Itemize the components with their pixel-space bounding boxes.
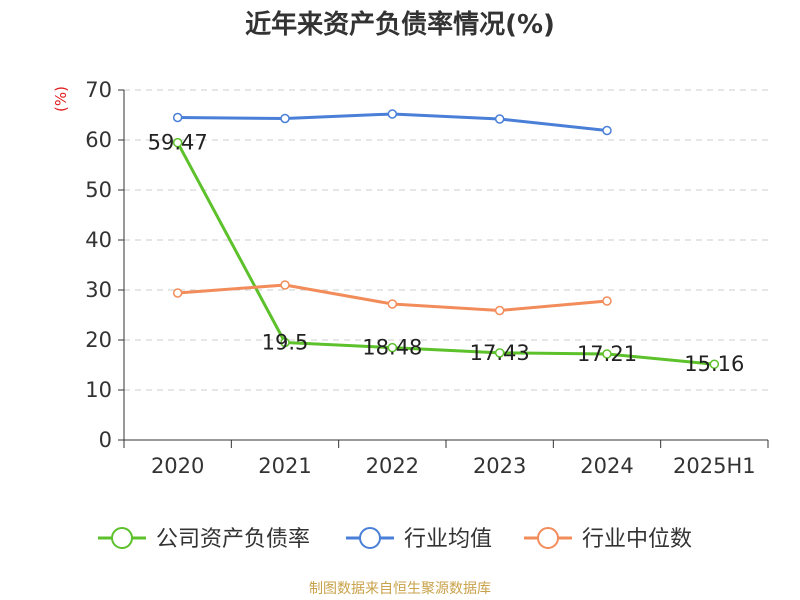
data-point xyxy=(387,299,398,309)
data-point xyxy=(602,296,612,306)
data-point xyxy=(172,112,183,123)
data-label: 59.47 xyxy=(148,131,208,155)
legend-label: 公司资产负债率 xyxy=(156,527,310,552)
x-tick-label: 2020 xyxy=(151,454,204,478)
x-tick-label: 2023 xyxy=(473,454,526,478)
data-source-note: 制图数据来自恒生聚源数据库 xyxy=(309,581,491,597)
data-point xyxy=(494,114,505,124)
data-label: 17.21 xyxy=(577,342,637,366)
data-point xyxy=(387,109,398,119)
data-point xyxy=(494,305,505,316)
y-tick-label: 70 xyxy=(85,78,112,102)
y-tick-label: 40 xyxy=(85,228,112,252)
data-label: 19.5 xyxy=(262,331,309,355)
x-tick-label: 2022 xyxy=(366,454,419,478)
data-point xyxy=(172,137,183,148)
legend-marker xyxy=(359,527,381,549)
legend-label: 行业均值 xyxy=(404,527,492,552)
data-point xyxy=(709,359,720,369)
data-point xyxy=(172,288,183,298)
x-tick-label: 2025H1 xyxy=(673,454,756,478)
legend-label: 行业中位数 xyxy=(582,527,692,552)
chart-title: 近年来资产负债率情况(%) xyxy=(245,10,555,40)
y-tick-label: 50 xyxy=(85,178,112,202)
y-tick-label: 30 xyxy=(85,278,112,302)
legend-marker xyxy=(111,527,133,549)
data-point xyxy=(280,113,290,124)
data-label: 17.43 xyxy=(470,341,530,365)
data-point xyxy=(280,280,290,290)
data-point xyxy=(602,349,612,359)
y-tick-label: 10 xyxy=(85,378,112,402)
data-point xyxy=(387,342,398,353)
y-tick-label: 0 xyxy=(99,428,112,452)
y-tick-label: 20 xyxy=(85,328,112,352)
legend-marker xyxy=(537,527,559,549)
data-label: 18.48 xyxy=(362,336,422,360)
x-tick-label: 2024 xyxy=(580,454,633,478)
data-point xyxy=(602,125,612,136)
y-tick-label: 60 xyxy=(85,128,112,152)
series-line xyxy=(176,141,715,366)
data-point xyxy=(494,348,505,358)
x-tick-label: 2021 xyxy=(258,454,311,478)
data-label: 15.16 xyxy=(684,352,744,376)
data-point xyxy=(280,337,290,348)
